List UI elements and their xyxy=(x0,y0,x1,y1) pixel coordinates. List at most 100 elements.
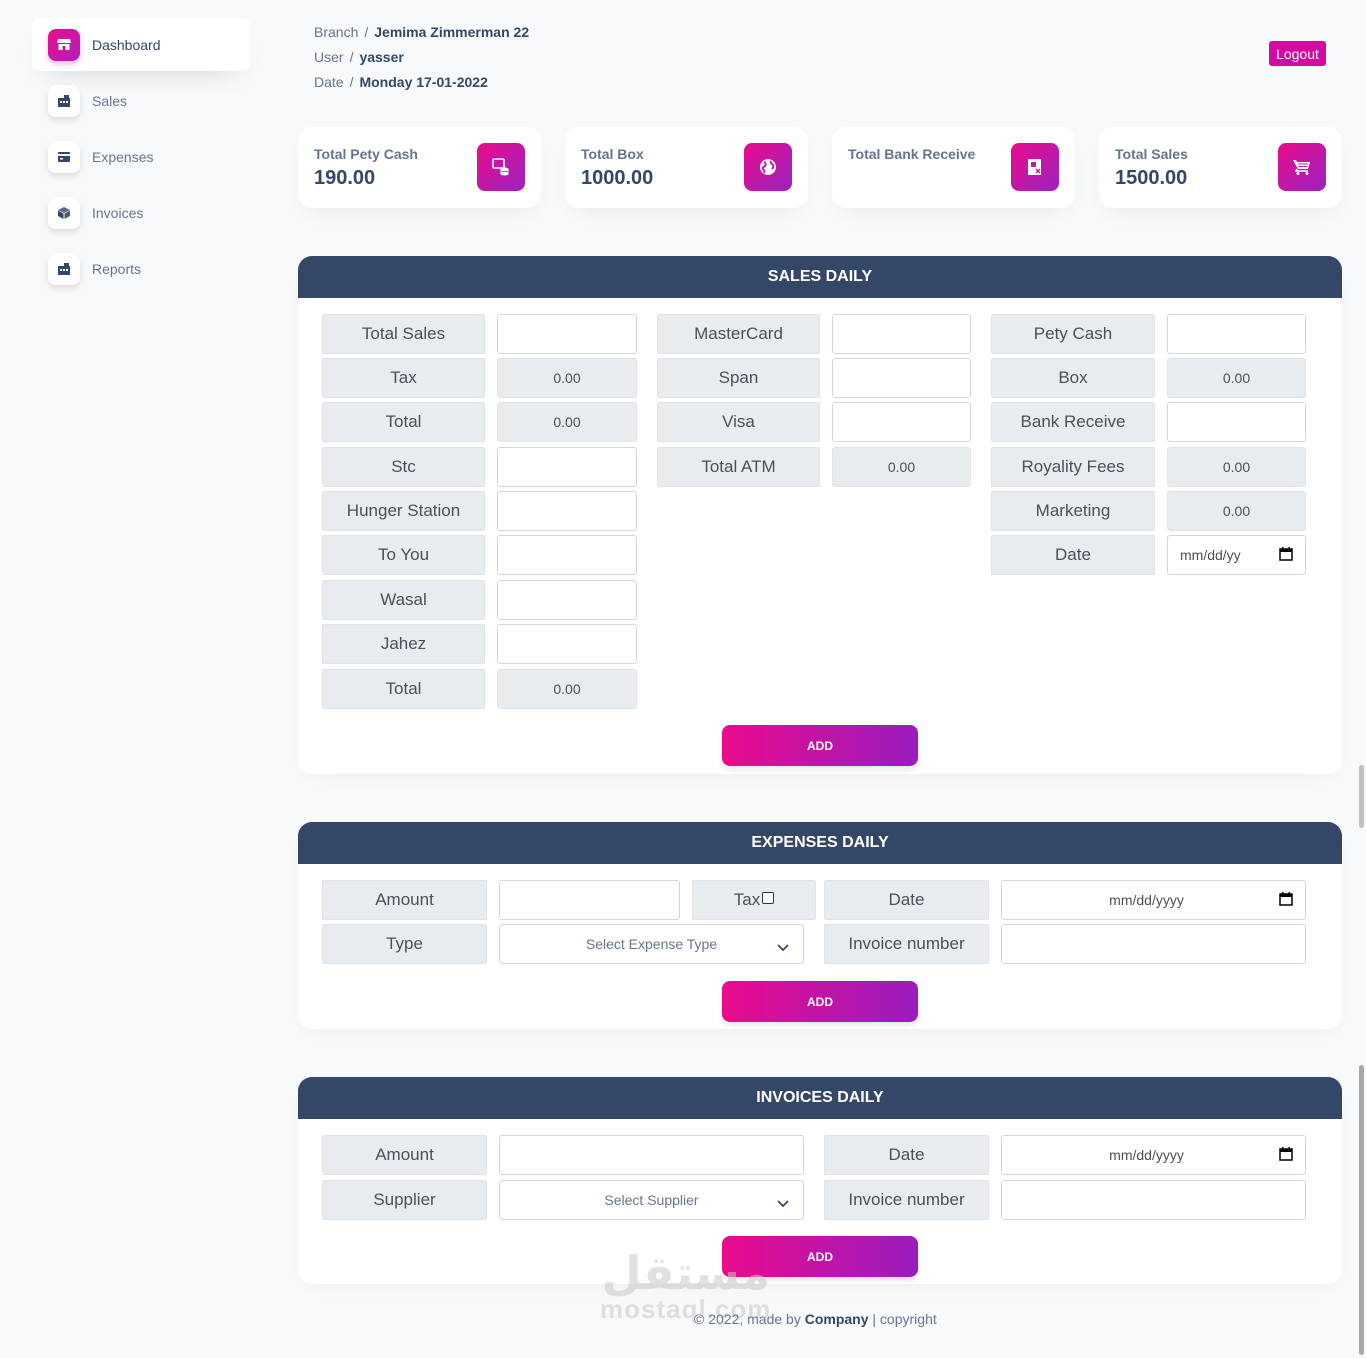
amount-label: Amount xyxy=(322,880,487,920)
span-label: Span xyxy=(657,358,820,398)
royality-fees-label: Royality Fees xyxy=(991,447,1155,487)
box-icon xyxy=(48,196,80,229)
stc-label: Stc xyxy=(322,447,485,487)
stat-card-total-sales: Total Sales 1500.00 xyxy=(1099,127,1342,208)
sales-daily-panel: SALES DAILY Total Sales Tax 0.00 Total 0… xyxy=(298,256,1342,774)
bank-receive-label: Bank Receive xyxy=(991,402,1155,442)
expense-type-select[interactable]: Select Expense Type xyxy=(499,924,804,964)
scrollbar-thumb[interactable] xyxy=(1359,765,1364,828)
breadcrumb: Branch / Jemima Zimmerman 22 User / yasser D… xyxy=(314,20,529,95)
supplier-select[interactable]: Select Supplier xyxy=(499,1180,804,1220)
expenses-daily-panel: EXPENSES DAILY Amount Tax Date mm/dd/yyy… xyxy=(298,822,1342,1029)
receipt-icon xyxy=(1011,143,1059,191)
pety-cash-input[interactable] xyxy=(1167,314,1306,354)
type-label: Type xyxy=(322,924,487,964)
invoice-amount-input[interactable] xyxy=(499,1135,804,1175)
total-value: 0.00 xyxy=(497,402,637,442)
royality-fees-value: 0.00 xyxy=(1167,447,1306,487)
span-input[interactable] xyxy=(832,358,971,398)
invoice-number-label: Invoice number xyxy=(824,924,989,964)
office-icon xyxy=(48,252,80,285)
page-scrollbar[interactable] xyxy=(1358,0,1364,1358)
office-icon xyxy=(48,84,80,117)
expense-invoice-number-input[interactable] xyxy=(1001,924,1306,964)
to-you-label: To You xyxy=(322,535,485,575)
chevron-down-icon xyxy=(777,1195,789,1211)
jahez-label: Jahez xyxy=(322,624,485,664)
panel-title: INVOICES DAILY xyxy=(298,1077,1342,1119)
box-value: 0.00 xyxy=(1167,358,1306,398)
date-label: Date xyxy=(991,535,1155,575)
sidebar-item-expenses[interactable]: Expenses xyxy=(32,130,250,183)
expense-date-input[interactable]: mm/dd/yyyy xyxy=(1001,880,1306,920)
sales-add-button[interactable]: ADD xyxy=(722,725,918,766)
sidebar-item-invoices[interactable]: Invoices xyxy=(32,186,250,239)
tax-toggle: Tax xyxy=(692,880,816,920)
sidebar: Dashboard Sales Expenses Invoices Report… xyxy=(32,18,250,298)
invoices-add-button[interactable]: ADD xyxy=(722,1236,918,1277)
chevron-down-icon xyxy=(777,939,789,955)
delivery-total-label: Total xyxy=(322,669,485,709)
expenses-add-button[interactable]: ADD xyxy=(722,981,918,1022)
hunger-station-input[interactable] xyxy=(497,491,637,531)
visa-label: Visa xyxy=(657,402,820,442)
branch-line: Branch / Jemima Zimmerman 22 xyxy=(314,24,530,40)
visa-input[interactable] xyxy=(832,402,971,442)
date-line: Date / Monday 17-01-2022 xyxy=(314,74,488,90)
total-label: Total xyxy=(322,402,485,442)
wasal-label: Wasal xyxy=(322,580,485,620)
amount-label: Amount xyxy=(322,1135,487,1175)
sidebar-item-label: Dashboard xyxy=(92,36,161,53)
logout-button[interactable]: Logout xyxy=(1269,41,1326,66)
user-value: yasser xyxy=(359,49,404,65)
supplier-label: Supplier xyxy=(322,1180,487,1220)
calendar-icon[interactable] xyxy=(1279,546,1293,564)
branch-value: Jemima Zimmerman 22 xyxy=(374,24,530,40)
jahez-input[interactable] xyxy=(497,624,637,664)
tax-label: Tax xyxy=(322,358,485,398)
stat-card-bank-receive: Total Bank Receive xyxy=(832,127,1075,208)
sidebar-item-label: Expenses xyxy=(92,148,154,165)
stc-input[interactable] xyxy=(497,447,637,487)
tax-value: 0.00 xyxy=(497,358,637,398)
marketing-value: 0.00 xyxy=(1167,491,1306,531)
sidebar-item-label: Invoices xyxy=(92,204,144,221)
mastercard-input[interactable] xyxy=(832,314,971,354)
cart-icon xyxy=(1278,143,1326,191)
sidebar-item-reports[interactable]: Reports xyxy=(32,242,250,295)
sidebar-item-label: Sales xyxy=(92,92,128,109)
pety-cash-label: Pety Cash xyxy=(991,314,1155,354)
wasal-input[interactable] xyxy=(497,580,637,620)
sales-date-input[interactable]: mm/dd/yy xyxy=(1167,535,1306,575)
stat-card-pety-cash: Total Pety Cash 190.00 xyxy=(298,127,541,208)
company-link[interactable]: Company xyxy=(804,1311,869,1327)
total-atm-value: 0.00 xyxy=(832,447,971,487)
total-atm-label: Total ATM xyxy=(657,447,820,487)
tax-checkbox[interactable] xyxy=(762,892,775,904)
date-label: Date xyxy=(824,880,989,920)
mastercard-label: MasterCard xyxy=(657,314,820,354)
scrollbar-track-segment[interactable] xyxy=(1359,1065,1364,1355)
date-label: Date xyxy=(824,1135,989,1175)
invoices-daily-panel: INVOICES DAILY Amount Date mm/dd/yyyy Su… xyxy=(298,1077,1342,1284)
sidebar-item-dashboard[interactable]: Dashboard xyxy=(32,18,250,71)
expense-amount-input[interactable] xyxy=(499,880,680,920)
total-sales-label: Total Sales xyxy=(322,314,485,354)
shop-icon xyxy=(48,28,80,61)
calendar-icon[interactable] xyxy=(1279,1146,1293,1164)
total-sales-input[interactable] xyxy=(497,314,637,354)
bank-receive-input[interactable] xyxy=(1167,402,1306,442)
to-you-input[interactable] xyxy=(497,535,637,575)
sidebar-item-sales[interactable]: Sales xyxy=(32,74,250,127)
hunger-station-label: Hunger Station xyxy=(322,491,485,531)
box-label: Box xyxy=(991,358,1155,398)
marketing-label: Marketing xyxy=(991,491,1155,531)
panel-title: EXPENSES DAILY xyxy=(298,822,1342,864)
calendar-icon[interactable] xyxy=(1279,891,1293,909)
coins-icon xyxy=(477,143,525,191)
invoice-date-input[interactable]: mm/dd/yyyy xyxy=(1001,1135,1306,1175)
panel-title: SALES DAILY xyxy=(298,256,1342,298)
delivery-total-value: 0.00 xyxy=(497,669,637,709)
invoice-number-input[interactable] xyxy=(1001,1180,1306,1220)
invoice-number-label: Invoice number xyxy=(824,1180,989,1220)
